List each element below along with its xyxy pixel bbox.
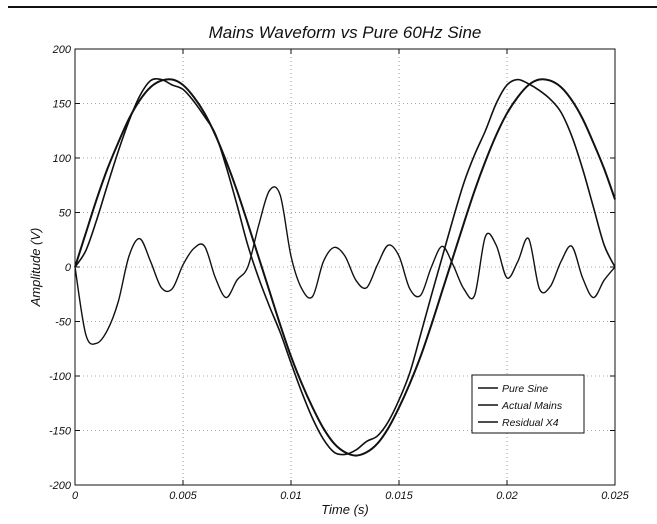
- series-line-residual-x4: [74, 186, 616, 345]
- legend-label-pure-sine: Pure Sine: [502, 383, 548, 395]
- grid-lines: [75, 49, 615, 485]
- x-tick-label: 0.025: [601, 490, 629, 502]
- y-tick-label: -150: [49, 426, 72, 438]
- y-axis-label: Amplitude (V): [28, 228, 43, 308]
- series-lines: [74, 77, 616, 457]
- top-border-rule: [8, 6, 657, 8]
- legend-label-actual-mains: Actual Mains: [501, 400, 563, 412]
- series-line-actual-mains: [74, 77, 616, 456]
- y-tick-label: 100: [53, 153, 72, 165]
- y-tick-label: 50: [59, 208, 72, 220]
- x-tick-label: 0.01: [280, 490, 301, 502]
- x-tick-label: 0: [72, 490, 79, 502]
- series-line-pure-sine: [74, 78, 616, 457]
- y-tick-label: 200: [52, 44, 72, 56]
- x-tick-label: 0.005: [169, 490, 197, 502]
- y-tick-label: 0: [65, 262, 72, 274]
- legend-label-residual-x4: Residual X4: [502, 417, 559, 429]
- x-tick-label: 0.015: [385, 490, 413, 502]
- legend-box: [471, 374, 585, 434]
- axis-ticks: 0 0.005 0.01 0.015 0.02 0.025 -200 -150 -100 -50 0…: [49, 44, 630, 502]
- legend: Pure Sine Actual Mains Residual X4: [471, 374, 585, 434]
- x-axis-label: Time (s): [321, 502, 369, 517]
- y-tick-label: -100: [49, 371, 72, 383]
- y-tick-label: -50: [55, 317, 72, 329]
- y-tick-label: 150: [53, 99, 72, 111]
- chart-title: Mains Waveform vs Pure 60Hz Sine: [209, 23, 482, 42]
- x-tick-label: 0.02: [496, 490, 517, 502]
- y-tick-label: -200: [49, 480, 72, 492]
